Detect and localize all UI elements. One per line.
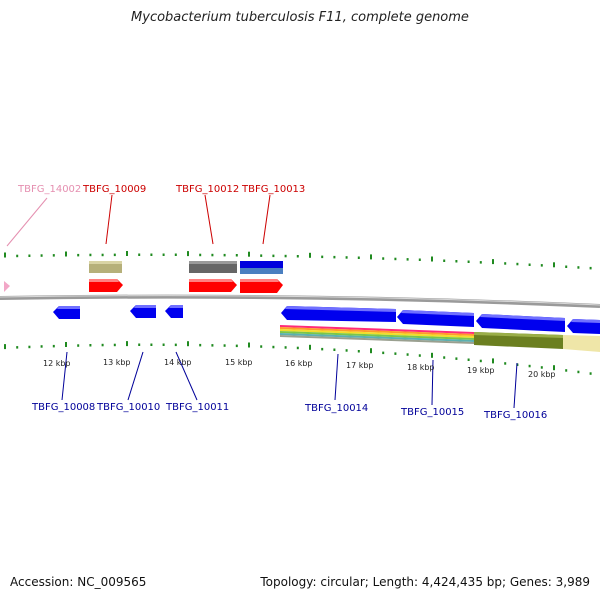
gene-label[interactable]: TBFG_10012: [175, 184, 239, 195]
kbp-label: 19 kbp: [467, 366, 495, 375]
reverse-gene-10014[interactable]: [281, 306, 396, 322]
gene-label[interactable]: TBFG_10014: [304, 403, 368, 414]
gene-labels-top: TBFG_14002 TBFG_10009 TBFG_10012 TBFG_10…: [17, 184, 305, 195]
genome-title: Mycobacterium tuberculosis F11, complete…: [131, 10, 469, 25]
kbp-label: 12 kbp: [43, 359, 71, 368]
feature-band-steel[interactable]: [240, 268, 283, 274]
kbp-label: 15 kbp: [225, 358, 253, 367]
gene-label[interactable]: TBFG_10010: [96, 402, 160, 413]
feature-band-khaki-highlight: [89, 261, 122, 264]
kbp-label: 14 kbp: [164, 358, 192, 367]
genome-info-text: Topology: circular; Length: 4,424,435 bp…: [260, 575, 590, 589]
kbp-scale-labels: 12 kbp 13 kbp 14 kbp 15 kbp 16 kbp 17 kb…: [43, 358, 556, 379]
gene-label[interactable]: TBFG_10015: [400, 407, 464, 418]
kbp-label: 13 kbp: [103, 358, 131, 367]
feature-band-blue[interactable]: [240, 261, 283, 268]
tick-row-top: [4, 251, 592, 270]
label-connectors: [6, 194, 518, 409]
kbp-label: 18 kbp: [407, 363, 435, 372]
pseudogene-feature[interactable]: [4, 281, 10, 292]
kbp-label: 17 kbp: [346, 361, 374, 370]
gene-label[interactable]: TBFG_10008: [31, 402, 95, 413]
reverse-gene-partial[interactable]: [567, 319, 600, 334]
forward-gene-10009[interactable]: [89, 279, 123, 292]
accession-text: Accession: NC_009565: [10, 575, 147, 589]
reverse-gene-10016[interactable]: [476, 314, 565, 332]
reverse-gene-10011[interactable]: [165, 305, 183, 318]
gene-label[interactable]: TBFG_10009: [82, 184, 146, 195]
gene-label[interactable]: TBFG_10016: [483, 410, 547, 421]
forward-gene-10012[interactable]: [189, 279, 237, 292]
feature-band-gray-highlight: [189, 261, 237, 264]
forward-gene-10013[interactable]: [240, 279, 283, 293]
gene-label[interactable]: TBFG_14002: [17, 184, 81, 195]
gene-label[interactable]: TBFG_10013: [241, 184, 305, 195]
annotation-bands-lower[interactable]: [280, 325, 600, 352]
reverse-gene-10010[interactable]: [130, 305, 156, 318]
kbp-label: 20 kbp: [528, 370, 556, 379]
gene-label[interactable]: TBFG_10011: [165, 402, 229, 413]
reverse-gene-10008[interactable]: [53, 306, 80, 319]
gene-labels-bottom: TBFG_10008 TBFG_10010 TBFG_10011 TBFG_10…: [31, 402, 547, 421]
kbp-label: 16 kbp: [285, 359, 313, 368]
genome-backbone-highlight: [0, 295, 600, 306]
reverse-gene-10015[interactable]: [397, 310, 474, 327]
genome-backbone: [0, 294, 600, 308]
tick-row-bottom: [4, 341, 592, 375]
